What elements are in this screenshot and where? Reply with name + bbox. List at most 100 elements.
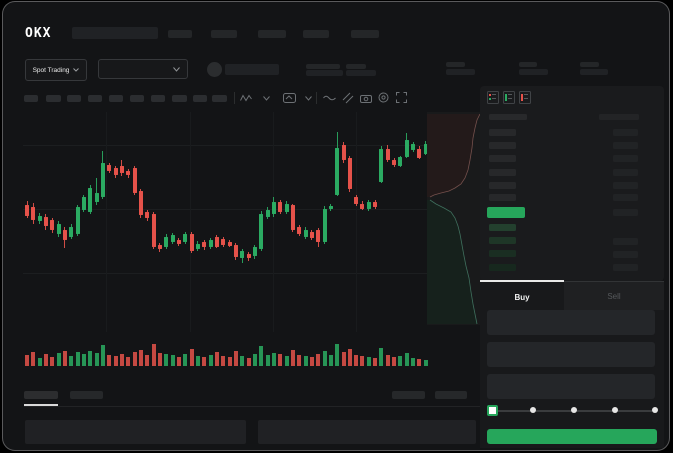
last-price-badge [487, 207, 525, 218]
timeframe-button-skeleton[interactable] [212, 94, 227, 102]
ask-amount-skeleton [613, 182, 638, 189]
bid-amount-skeleton [613, 251, 638, 258]
indicator-box-icon[interactable] [283, 93, 296, 103]
amount-input-skeleton[interactable] [487, 342, 655, 367]
candlestick-chart-canvas[interactable] [23, 110, 428, 370]
settings-gear-icon[interactable] [378, 92, 389, 103]
toolbar-divider [234, 92, 235, 104]
bid-amount-skeleton [613, 264, 638, 271]
chevron-down-icon [173, 66, 180, 72]
bottom-action-skeleton[interactable] [435, 391, 467, 399]
active-tab-indicator [480, 280, 564, 282]
chart-gridline [356, 112, 357, 332]
stat-label-skeleton [519, 61, 537, 67]
candle-style-icon[interactable] [240, 94, 252, 102]
chart-gridline [106, 112, 107, 332]
timeframe-button-skeleton[interactable] [109, 94, 123, 102]
ask-amount-skeleton [613, 142, 638, 149]
book-asks-only-icon[interactable] [519, 91, 531, 104]
ask-amount-skeleton [613, 208, 638, 216]
ask-amount-skeleton [613, 155, 638, 163]
timeframe-button-skeleton[interactable] [24, 94, 38, 102]
tab-sell[interactable]: Sell [564, 282, 664, 310]
nav-item-skeleton[interactable] [211, 29, 237, 38]
bid-price-skeleton [489, 250, 516, 258]
slider-handle[interactable] [487, 405, 498, 416]
ask-price-skeleton [489, 193, 516, 201]
search-bar-skeleton[interactable] [72, 27, 158, 39]
slider-stop-75[interactable] [612, 407, 618, 413]
ask-price-skeleton [489, 142, 516, 149]
timeframe-button-skeleton[interactable] [46, 94, 61, 102]
timeframe-button-skeleton[interactable] [151, 94, 165, 102]
asks-depth-area [427, 114, 480, 197]
chart-gridline [23, 145, 427, 146]
stat-value-skeleton [580, 68, 608, 75]
fullscreen-icon[interactable] [396, 92, 407, 103]
chart-gridline [23, 273, 427, 274]
timeframe-button-skeleton[interactable] [172, 94, 187, 102]
bottom-active-tab-indicator [24, 404, 58, 406]
ask-price-skeleton [489, 155, 516, 163]
buy-submit-button[interactable] [487, 429, 657, 444]
ask-price-skeleton [489, 168, 516, 176]
ask-amount-skeleton [613, 168, 638, 176]
stat-value-skeleton [306, 70, 343, 76]
nav-item-skeleton[interactable] [351, 29, 379, 38]
stat-label-skeleton [580, 61, 599, 67]
timeframe-button-skeleton[interactable] [130, 94, 144, 102]
camera-icon[interactable] [360, 93, 372, 103]
ask-price-skeleton [489, 128, 516, 136]
coin-avatar-skeleton [207, 62, 222, 77]
slider-stop-25[interactable] [530, 407, 536, 413]
slider-stop-50[interactable] [571, 407, 577, 413]
tab-buy[interactable]: Buy [480, 284, 564, 310]
stat-label-skeleton [446, 61, 465, 67]
book-bids-only-icon[interactable] [503, 91, 515, 104]
chart-gridline [190, 112, 191, 332]
market-type-label: Spot Trading [32, 66, 70, 74]
market-type-dropdown[interactable]: Spot Trading [25, 59, 87, 81]
chart-gridline [273, 112, 274, 332]
bottom-tab-skeleton[interactable] [70, 391, 103, 399]
bid-price-skeleton [489, 263, 516, 271]
chevron-down-icon[interactable] [263, 96, 270, 101]
line-chart-icon[interactable] [323, 94, 336, 101]
total-input-skeleton[interactable] [487, 374, 655, 399]
bid-price-skeleton [489, 223, 516, 231]
tab-buy-label: Buy [514, 292, 530, 302]
draw-tools-icon[interactable] [342, 92, 354, 104]
nav-item-skeleton[interactable] [258, 29, 286, 38]
pair-selector-dropdown[interactable] [98, 59, 188, 79]
bottom-tab-skeleton[interactable] [24, 391, 58, 399]
book-header-skeleton [489, 114, 527, 120]
chevron-down-icon[interactable] [305, 96, 312, 101]
history-table-skeleton [258, 420, 476, 444]
timeframe-button-skeleton[interactable] [193, 94, 207, 102]
bottom-action-skeleton[interactable] [392, 391, 425, 399]
ask-amount-skeleton [613, 128, 638, 136]
bid-amount-skeleton [613, 238, 638, 245]
asks-depth-line [429, 113, 481, 198]
ask-amount-skeleton [613, 193, 638, 201]
tab-sell-label: Sell [607, 291, 621, 301]
tabs-divider [480, 281, 664, 282]
stat-value-skeleton [346, 70, 376, 76]
ask-price-skeleton [489, 182, 516, 189]
chart-gridline [23, 209, 427, 210]
nav-item-skeleton[interactable] [303, 29, 329, 38]
bid-price-skeleton [489, 237, 516, 244]
stat-value-skeleton [446, 68, 475, 75]
nav-item-skeleton[interactable] [168, 29, 192, 38]
depth-chart-overlay [427, 112, 481, 325]
timeframe-button-skeleton[interactable] [88, 94, 102, 102]
timeframe-button-skeleton[interactable] [67, 94, 81, 102]
okx-logo: OKX [25, 26, 52, 41]
price-input-skeleton[interactable] [487, 310, 655, 335]
stat-value-skeleton [519, 68, 548, 75]
book-combined-icon[interactable] [487, 91, 499, 104]
chevron-down-icon [73, 68, 80, 72]
slider-stop-100[interactable] [652, 407, 658, 413]
toolbar-divider [316, 92, 317, 104]
bids-depth-line [429, 199, 478, 325]
